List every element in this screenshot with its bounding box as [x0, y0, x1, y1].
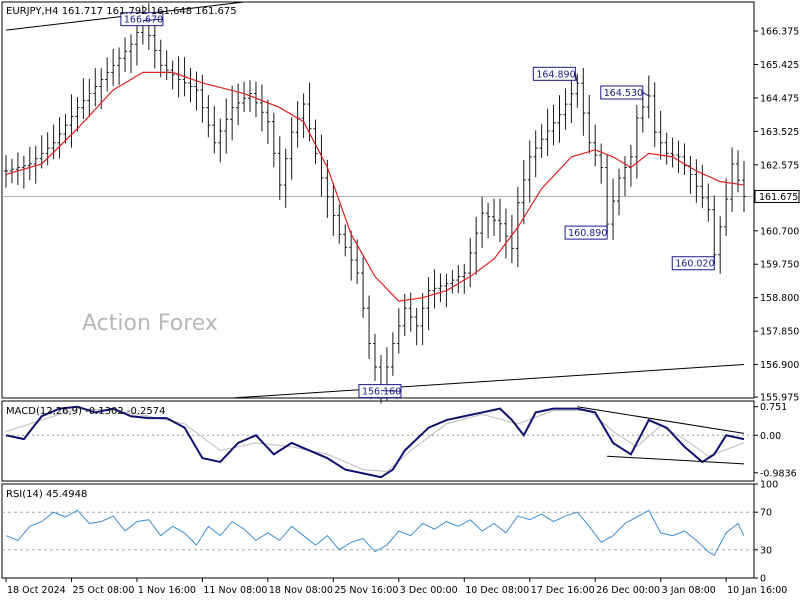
price-tick-label: 155.975	[760, 393, 799, 404]
macd-tick-label: 0.751	[760, 402, 787, 413]
price-tick-label: 162.575	[760, 160, 799, 171]
price-annotation-leader	[142, 18, 163, 22]
time-tick-label: 1 Nov 16:00	[138, 585, 196, 596]
price-annotation-label: 164.890	[536, 69, 575, 80]
last-price-box	[754, 189, 800, 203]
rsi-panel[interactable]	[2, 509, 754, 557]
price-tick-label: 166.375	[760, 27, 799, 38]
time-tick-label: 10 Dec 08:00	[465, 585, 529, 596]
rsi-tick-label: 0	[760, 574, 766, 585]
price-tick-label: 157.850	[760, 327, 799, 338]
panel-frame-2	[1, 483, 755, 579]
price-tick-label: 156.900	[760, 360, 799, 371]
price-tick-label: 158.800	[760, 293, 799, 304]
price-annotation-leader	[574, 73, 578, 84]
moving-average-line	[5, 71, 745, 302]
macd-title: MACD(12,26,9) -0.1302 -0.2574	[6, 406, 166, 417]
watermark: Action Forex	[82, 311, 218, 336]
macd-tick-label: 0.00	[760, 431, 781, 442]
time-tick-label: 17 Dec 16:00	[531, 585, 595, 596]
price-tick-label: 165.425	[760, 60, 799, 71]
rsi-tick-label: 100	[760, 480, 778, 491]
price-annotation-leader	[642, 92, 650, 97]
macd-trend-line	[577, 406, 745, 434]
time-tick-label: 10 Jan 16:00	[727, 585, 787, 596]
time-tick-label: 18 Oct 2024	[7, 585, 66, 596]
macd-trend-line	[607, 455, 745, 465]
price-annotation-leader	[380, 390, 401, 392]
time-tick-label: 26 Dec 00:00	[596, 585, 660, 596]
time-tick-label: 3 Dec 00:00	[400, 585, 458, 596]
price-panel[interactable]: 161.675166.670164.890164.530160.890160.0…	[2, 1, 800, 404]
time-tick-label: 25 Nov 16:00	[334, 585, 398, 596]
price-annotation-label: 156.160	[362, 387, 401, 398]
macd-tick-label: -0.9836	[760, 468, 797, 479]
rsi-tick-label: 30	[760, 545, 772, 556]
time-tick-label: 3 Jan 08:00	[662, 585, 716, 596]
time-tick-label: 11 Nov 08:00	[203, 585, 267, 596]
main-title: EURJPY,H4 161.717 161.792 161.648 161.67…	[6, 6, 237, 17]
time-tick-label: 18 Nov 08:00	[269, 585, 333, 596]
rsi-title: RSI(14) 45.4948	[6, 489, 87, 500]
price-tick-label: 163.525	[760, 127, 799, 138]
time-tick-label: 25 Oct 08:00	[72, 585, 134, 596]
price-annotation-label: 164.530	[604, 88, 643, 99]
rsi-line	[5, 509, 745, 557]
macd-panel[interactable]	[2, 405, 754, 479]
macd-line	[5, 405, 745, 479]
price-annotation-label: 160.020	[675, 259, 714, 270]
trend-line	[232, 364, 745, 399]
price-tick-label: 164.475	[760, 93, 799, 104]
panel-frame-0	[1, 1, 755, 399]
last-price-label: 161.675	[759, 192, 798, 203]
price-tick-label: 160.700	[760, 226, 799, 237]
price-tick-label: 159.750	[760, 260, 799, 271]
rsi-tick-label: 70	[760, 508, 772, 519]
axes: 166.375 165.425 164.475 163.525 162.575 160.7…	[5, 27, 799, 596]
price-annotation-label: 160.890	[568, 228, 607, 239]
